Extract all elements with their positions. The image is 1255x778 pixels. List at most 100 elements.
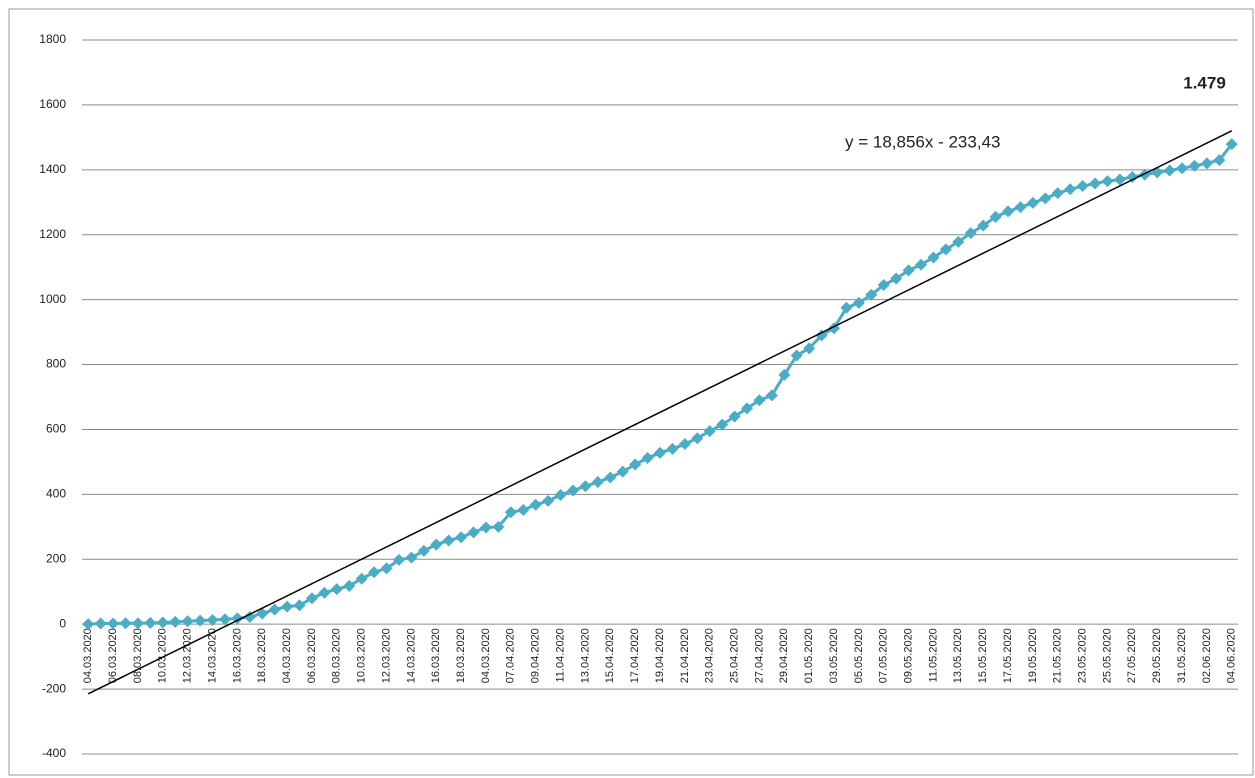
x-tick-label: 13.04.2020 (579, 628, 591, 683)
x-tick-label: 14.03.2020 (206, 628, 218, 683)
marker (1163, 164, 1176, 177)
marker (579, 480, 592, 493)
x-tick-label: 08.03.2020 (132, 628, 144, 683)
x-tick-label: 16.03.2020 (231, 628, 243, 683)
marker (442, 534, 455, 547)
marker (268, 603, 281, 616)
x-tick-label: 17.04.2020 (629, 628, 641, 683)
marker (281, 600, 294, 613)
marker (902, 264, 915, 277)
x-tick-label: 12.03.2020 (380, 628, 392, 683)
trendline-label: y = 18,856x - 233,43 (845, 132, 1000, 151)
x-tick-label: 14.03.2020 (405, 628, 417, 683)
marker (989, 210, 1002, 223)
x-tick-label: 15.05.2020 (977, 628, 989, 683)
x-tick-label: 15.04.2020 (604, 628, 616, 683)
marker (1225, 138, 1238, 151)
marker (417, 544, 430, 557)
marker (430, 538, 443, 551)
x-tick-label: 21.05.2020 (1052, 628, 1064, 683)
x-tick-label: 21.04.2020 (679, 628, 691, 683)
x-tick-label: 29.04.2020 (778, 628, 790, 683)
marker (380, 562, 393, 575)
y-tick-label: 200 (46, 551, 66, 565)
y-tick-label: 1800 (39, 32, 66, 46)
x-tick-label: 04.03.2020 (480, 628, 492, 683)
marker (218, 613, 231, 626)
marker (654, 446, 666, 459)
marker (355, 572, 368, 585)
marker (293, 599, 306, 612)
marker (803, 342, 816, 355)
x-tick-label: 17.05.2020 (1002, 628, 1014, 683)
marker (703, 425, 716, 438)
marker (1076, 180, 1089, 193)
marker (977, 219, 990, 232)
x-tick-label: 08.03.2020 (331, 628, 343, 683)
marker (517, 503, 530, 516)
marker (467, 526, 480, 539)
marker (330, 583, 343, 596)
marker (716, 418, 729, 431)
y-tick-label: -200 (42, 681, 66, 695)
x-tick-label: 18.03.2020 (455, 628, 467, 683)
marker (1026, 196, 1039, 209)
marker (206, 613, 219, 626)
marker (343, 579, 356, 592)
marker (479, 521, 492, 534)
x-tick-label: 25.05.2020 (1101, 628, 1113, 683)
x-tick-label: 10.03.2020 (157, 628, 169, 683)
x-tick-label: 16.03.2020 (430, 628, 442, 683)
marker (94, 617, 107, 630)
marker (927, 251, 940, 264)
x-tick-label: 04.03.2020 (281, 628, 293, 683)
marker (542, 494, 555, 507)
marker (156, 616, 169, 629)
marker (678, 438, 691, 451)
value-label: 1.479 (1183, 74, 1226, 93)
x-tick-label: 11.04.2020 (554, 628, 566, 682)
marker (1039, 192, 1052, 205)
marker (641, 452, 654, 465)
marker (591, 476, 604, 489)
marker (181, 615, 194, 628)
marker (256, 607, 269, 620)
marker (1002, 205, 1015, 218)
marker (243, 611, 256, 624)
marker (915, 258, 928, 271)
marker (939, 243, 952, 256)
x-tick-label: 27.04.2020 (753, 628, 765, 683)
y-tick-label: 1600 (39, 97, 66, 111)
marker (765, 389, 778, 402)
chart-border (8, 8, 1254, 776)
x-tick-label: 06.03.2020 (107, 628, 119, 683)
y-tick-label: 1400 (39, 162, 66, 176)
y-tick-label: 0 (59, 616, 66, 630)
marker (107, 617, 120, 630)
marker (691, 432, 704, 445)
marker (964, 227, 977, 240)
x-tick-label: 18.03.2020 (256, 628, 268, 683)
marker (1014, 201, 1027, 214)
y-tick-label: 800 (46, 357, 66, 371)
x-tick-label: 23.04.2020 (704, 628, 716, 683)
marker (753, 394, 766, 407)
marker (504, 506, 517, 519)
x-tick-label: 07.05.2020 (878, 628, 890, 683)
x-tick-label: 19.05.2020 (1027, 628, 1039, 683)
marker (840, 301, 853, 314)
x-tick-label: 13.05.2020 (952, 628, 964, 683)
y-tick-label: 600 (46, 422, 66, 436)
marker (492, 520, 505, 533)
marker (1101, 175, 1114, 188)
x-tick-label: 27.05.2020 (1126, 628, 1138, 683)
marker (392, 553, 405, 566)
y-tick-label: 1000 (39, 292, 66, 306)
marker (405, 551, 418, 564)
marker (741, 402, 754, 415)
y-tick-label: 1200 (39, 227, 66, 241)
y-tick-label: 400 (46, 487, 66, 501)
x-tick-label: 04.03.2020 (82, 628, 94, 683)
marker (616, 465, 629, 478)
